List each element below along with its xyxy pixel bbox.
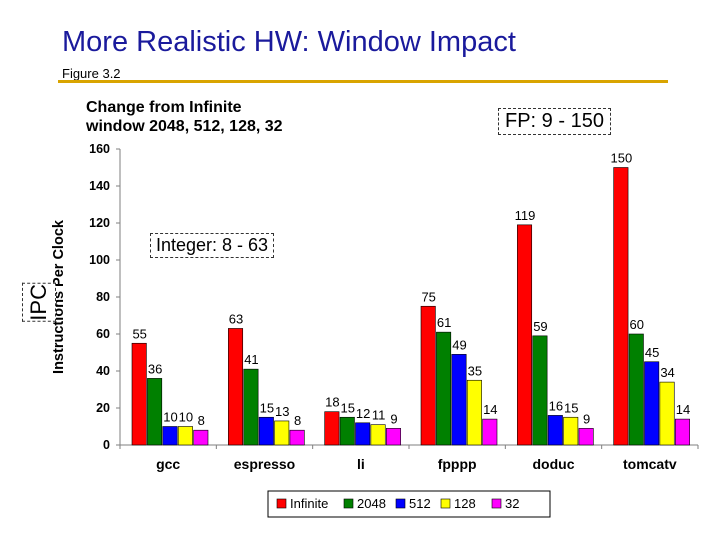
data-label: 16: [549, 398, 563, 413]
data-label: 15: [341, 400, 355, 415]
window-note: Change from Infinite window 2048, 512, 1…: [86, 98, 283, 136]
data-label: 63: [229, 311, 243, 326]
data-label: 15: [260, 400, 274, 415]
y-tick-label: 80: [96, 290, 110, 304]
data-label: 14: [676, 402, 690, 417]
y-tick-label: 40: [96, 364, 110, 378]
bar-infinite-tomcatv: [613, 167, 629, 446]
bar-128-tomcatv: [659, 381, 675, 446]
bar-2048-tomcatv: [628, 333, 644, 446]
bar-32-espresso: [289, 429, 305, 446]
data-label: 45: [645, 345, 659, 360]
data-label: 60: [630, 317, 644, 332]
x-category-label: gcc: [156, 456, 180, 472]
bar-2048-fpppp: [436, 331, 452, 446]
legend-label: 128: [454, 496, 476, 511]
bar-infinite-li: [324, 411, 340, 446]
legend-label: Infinite: [290, 496, 328, 511]
x-category-label: tomcatv: [623, 456, 677, 472]
data-label: 150: [611, 151, 633, 166]
bar-512-espresso: [258, 416, 274, 446]
data-label: 14: [483, 402, 497, 417]
legend-swatch: [395, 498, 406, 509]
bar-infinite-gcc: [131, 342, 147, 446]
figure-caption: Figure 3.2: [62, 66, 121, 81]
bar-512-doduc: [547, 415, 563, 446]
bar-128-li: [370, 424, 386, 446]
data-label: 18: [325, 395, 339, 410]
y-tick-label: 140: [89, 179, 110, 193]
window-note-line-1: Change from Infinite: [86, 99, 242, 116]
bar-512-fpppp: [451, 354, 467, 446]
data-label: 15: [564, 400, 578, 415]
data-label: 9: [390, 411, 397, 426]
bar-128-fpppp: [466, 379, 482, 446]
integer-range-callout: Integer: 8 - 63: [150, 233, 275, 258]
bar-128-doduc: [563, 416, 579, 446]
bar-2048-espresso: [243, 368, 259, 446]
x-category-label: espresso: [234, 456, 295, 472]
ipc-label: IPC: [22, 283, 56, 322]
bar-128-gcc: [177, 426, 193, 446]
data-label: 34: [660, 365, 674, 380]
data-label: 10: [179, 410, 193, 425]
bar-32-tomcatv: [674, 418, 690, 446]
y-tick-label: 100: [89, 253, 110, 267]
y-tick-label: 0: [103, 438, 110, 452]
bar-infinite-doduc: [517, 224, 533, 446]
data-label: 75: [421, 289, 435, 304]
legend-box: [267, 490, 551, 518]
bar-32-gcc: [193, 429, 209, 446]
bar-32-fpppp: [482, 418, 498, 446]
y-tick-label: 60: [96, 327, 110, 341]
window-note-line-2: window 2048, 512, 128, 32: [86, 118, 283, 135]
legend-label: 512: [409, 496, 431, 511]
bar-32-li: [385, 428, 401, 446]
data-label: 10: [163, 410, 177, 425]
data-label: 61: [437, 315, 451, 330]
data-label: 35: [468, 363, 482, 378]
bar-infinite-fpppp: [420, 305, 436, 446]
bar-512-gcc: [162, 426, 178, 446]
x-category-label: fpppp: [438, 456, 477, 472]
data-label: 36: [148, 361, 162, 376]
legend-swatch: [276, 498, 287, 509]
data-label: 49: [452, 337, 466, 352]
x-category-label: doduc: [533, 456, 575, 472]
data-label: 13: [275, 404, 289, 419]
data-label: 41: [244, 352, 258, 367]
data-label: 8: [198, 413, 205, 428]
bar-512-tomcatv: [644, 361, 660, 446]
bar-2048-li: [339, 416, 355, 446]
data-label: 8: [294, 413, 301, 428]
legend-label: 32: [505, 496, 519, 511]
y-tick-label: 160: [89, 142, 110, 156]
slide-title: More Realistic HW: Window Impact: [62, 26, 516, 58]
bar-128-espresso: [274, 420, 290, 446]
bar-2048-gcc: [147, 378, 163, 446]
data-label: 12: [356, 406, 370, 421]
y-axis-title: Instructions Per Clock: [51, 219, 67, 374]
legend-swatch: [491, 498, 502, 509]
y-tick-label: 120: [89, 216, 110, 230]
x-category-label: li: [357, 456, 365, 472]
bar-2048-doduc: [532, 335, 548, 446]
data-label: 9: [583, 411, 590, 426]
data-label: 119: [515, 208, 536, 223]
bar-512-li: [355, 422, 371, 446]
bar-32-doduc: [578, 428, 594, 446]
legend-swatch: [343, 498, 354, 509]
legend-swatch: [440, 498, 451, 509]
legend-label: 2048: [357, 496, 386, 511]
y-tick-label: 20: [96, 401, 110, 415]
data-label: 59: [533, 319, 547, 334]
data-label: 11: [372, 408, 386, 423]
title-divider: [58, 80, 668, 83]
bar-infinite-espresso: [228, 328, 244, 446]
data-label: 55: [132, 326, 146, 341]
fp-range-callout: FP: 9 - 150: [498, 108, 611, 135]
